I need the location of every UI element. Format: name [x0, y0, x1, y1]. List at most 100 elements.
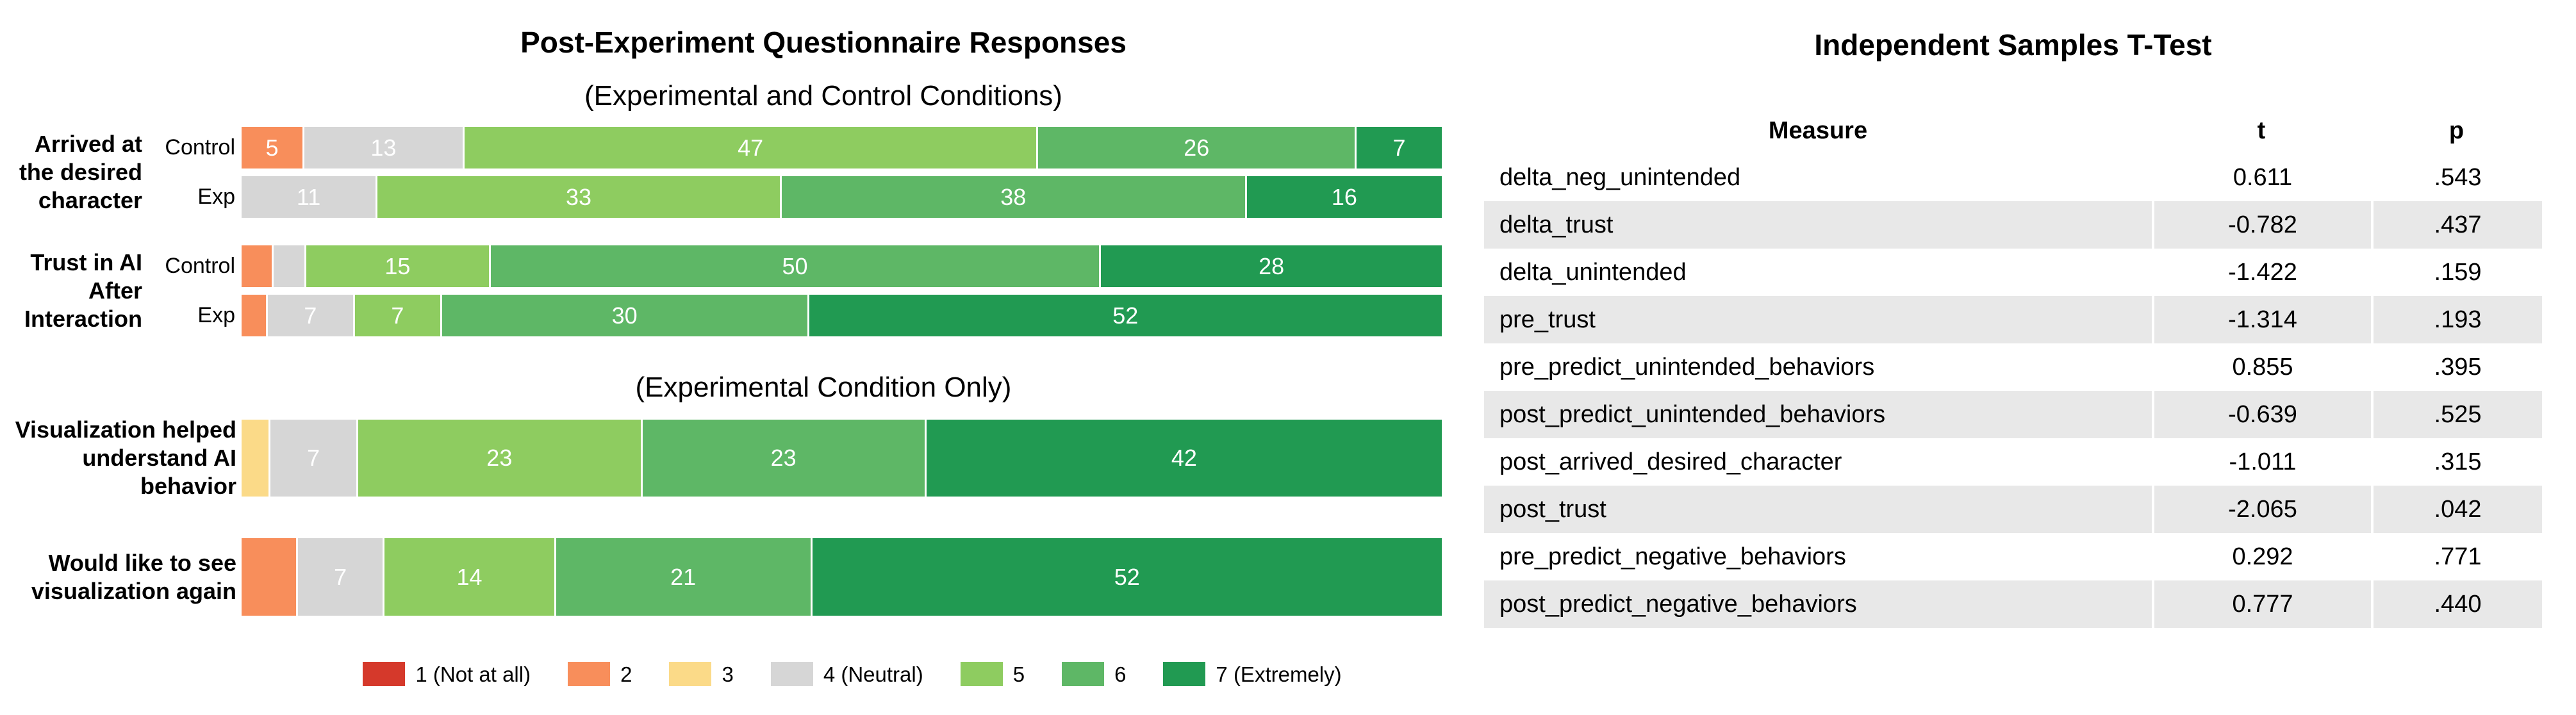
legend-swatch [960, 662, 1003, 686]
legend-swatch [568, 662, 611, 686]
segment-value: 33 [566, 183, 592, 210]
table-row: pre_trust -1.314.193 [1484, 296, 2542, 343]
question-label: Visualization helped understand AI behavio… [0, 416, 236, 500]
p-cell: .159 [2371, 249, 2542, 296]
segment-value: 14 [456, 563, 483, 590]
bar-segment: 23 [640, 420, 925, 497]
bar-segment: 28 [1099, 245, 1442, 287]
segment-value: 23 [486, 445, 513, 471]
question-label-line: Trust in AI [30, 249, 142, 275]
legend: 1 (Not at all) 2 3 4 (Neutral) 5 6 7 (Extremel… [224, 660, 1480, 688]
t-cell: 0.777 [2152, 580, 2371, 628]
segment-value: 52 [1114, 563, 1140, 590]
legend-item: 4 (Neutral) [770, 662, 923, 686]
bar-segment: 21 [554, 538, 811, 616]
segment-value: 16 [1331, 183, 1357, 210]
legend-item: 1 (Not at all) [363, 662, 531, 686]
bar-segment: 47 [462, 127, 1037, 168]
t-cell: 0.611 [2152, 154, 2371, 201]
bar-segment: 26 [1036, 127, 1355, 168]
table-header: Measure t p [1484, 113, 2542, 149]
measure-cell: post_trust [1484, 486, 2152, 533]
bar-segment: 11 [242, 176, 376, 218]
bar-segment: 38 [779, 176, 1245, 218]
measure-cell: delta_neg_unintended [1499, 163, 1741, 191]
legend-label: 6 [1114, 662, 1127, 686]
table-row: post_arrived_desired_character -1.011.315 [1484, 438, 2542, 486]
likert-bar-row: 11 33 38 16 [242, 176, 1442, 218]
segment-value: 7 [391, 302, 404, 329]
bar-segment: 16 [1244, 176, 1442, 218]
segment-value: 30 [611, 302, 638, 329]
chart-title: Post-Experiment Questionnaire Responses [520, 25, 1127, 59]
measure-cell: post_arrived_desired_character [1499, 448, 1842, 475]
bar-segment: 50 [488, 245, 1100, 287]
legend-swatch [770, 662, 813, 686]
bar-segment [242, 295, 266, 336]
p-cell: .543 [2371, 154, 2542, 201]
column-header-p: p [2448, 117, 2465, 144]
table-row: post_predict_negative_behaviors 0.777.440 [1484, 580, 2542, 628]
measure-cell: delta_unintended [1499, 258, 1687, 286]
segment-value: 5 [265, 134, 279, 161]
likert-bar-row: 15 50 28 [242, 245, 1442, 287]
legend-label: 2 [620, 662, 632, 686]
t-cell: -1.314 [2152, 296, 2371, 343]
legend-item: 6 [1062, 662, 1126, 686]
table-row: delta_neg_unintended 0.611.543 [1484, 154, 2542, 201]
segment-value: 13 [370, 134, 397, 161]
p-cell: .771 [2371, 533, 2542, 580]
segment-value: 11 [296, 183, 321, 210]
segment-value: 38 [1000, 183, 1027, 210]
condition-label: Control [165, 254, 235, 278]
t-cell: -0.639 [2152, 391, 2371, 438]
bar-segment [272, 245, 304, 287]
p-cell: .193 [2371, 296, 2542, 343]
segment-value: 15 [384, 252, 411, 279]
p-cell: .315 [2371, 438, 2542, 486]
bar-segment: 33 [376, 176, 780, 218]
segment-value: 7 [304, 302, 317, 329]
table-title: Independent Samples T-Test [1814, 28, 2212, 62]
bar-segment [242, 538, 297, 616]
legend-swatch [669, 662, 712, 686]
bar-segment: 14 [383, 538, 554, 616]
bar-segment: 5 [242, 127, 302, 168]
column-header-t: t [2257, 117, 2266, 144]
t-cell: -0.782 [2152, 201, 2371, 249]
section2-subtitle: (Experimental Condition Only) [635, 372, 1012, 403]
segment-value: 50 [782, 252, 808, 279]
table-row: post_predict_unintended_behaviors -0.639.… [1484, 391, 2542, 438]
condition-label: Control [165, 135, 235, 160]
legend-swatch [363, 662, 406, 686]
p-cell: .440 [2371, 580, 2542, 628]
segment-value: 7 [307, 445, 320, 471]
likert-bar-row: 7 7 30 52 [242, 295, 1442, 336]
likert-bar-row: 5 13 47 26 7 [242, 127, 1442, 168]
segment-value: 47 [738, 134, 764, 161]
question-label-line: Arrived at [34, 131, 142, 157]
segment-value: 52 [1112, 302, 1139, 329]
measure-cell: post_predict_negative_behaviors [1484, 580, 2152, 628]
table-body: delta_neg_unintended 0.611.543 delta_trust… [1484, 154, 2542, 628]
measure-cell: pre_predict_unintended_behaviors [1499, 353, 1875, 381]
table-row: delta_unintended -1.422.159 [1484, 249, 2542, 296]
segment-value: 21 [670, 563, 697, 590]
t-cell: 0.292 [2152, 533, 2371, 580]
table-row: post_trust -2.065.042 [1484, 486, 2542, 533]
segment-value: 28 [1259, 252, 1285, 279]
legend-item: 5 [960, 662, 1025, 686]
bar-segment: 7 [268, 420, 357, 497]
column-header-measure: Measure [1768, 117, 1868, 144]
segment-value: 7 [1392, 134, 1406, 161]
measure-cell: delta_trust [1484, 201, 2152, 249]
p-cell: .437 [2371, 201, 2542, 249]
table-row: pre_predict_unintended_behaviors 0.855.39… [1484, 343, 2542, 391]
bar-segment: 7 [265, 295, 353, 336]
question-label-line: Would like to see [48, 550, 236, 576]
legend-label: 1 (Not at all) [415, 662, 531, 686]
question-label-line: behavior [140, 473, 236, 499]
legend-swatch [1163, 662, 1206, 686]
bar-segment: 7 [296, 538, 383, 616]
legend-swatch [1062, 662, 1105, 686]
